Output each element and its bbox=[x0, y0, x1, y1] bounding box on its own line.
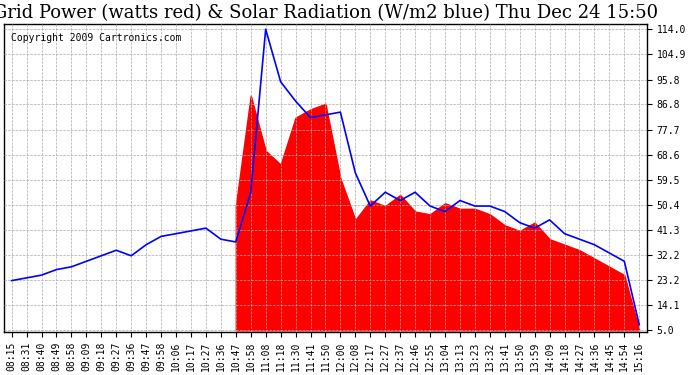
Text: Copyright 2009 Cartronics.com: Copyright 2009 Cartronics.com bbox=[10, 33, 181, 43]
Title: Grid Power (watts red) & Solar Radiation (W/m2 blue) Thu Dec 24 15:50: Grid Power (watts red) & Solar Radiation… bbox=[0, 4, 658, 22]
